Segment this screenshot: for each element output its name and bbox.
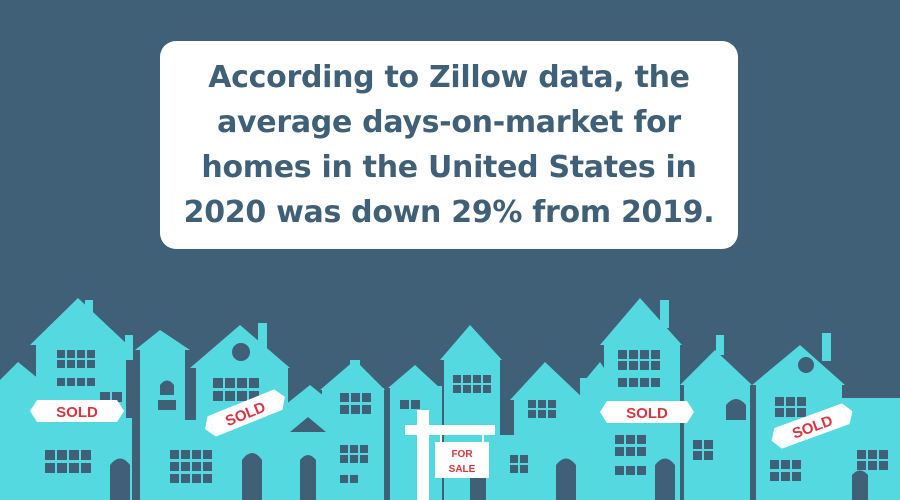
sold-sign-3-text: SOLD (626, 405, 668, 422)
for-sale-sign: FOR SALE (405, 410, 495, 500)
house-details (45, 343, 888, 500)
for-sale-line-2: SALE (449, 464, 476, 475)
statistic-text: According to Zillow data, the average da… (183, 60, 715, 230)
statistic-callout: According to Zillow data, the average da… (160, 41, 738, 249)
sold-sign-3: SOLD (600, 401, 694, 423)
sold-sign-1-text: SOLD (56, 404, 98, 421)
sold-sign-1: SOLD (30, 400, 124, 422)
for-sale-line-1: FOR (451, 449, 473, 460)
